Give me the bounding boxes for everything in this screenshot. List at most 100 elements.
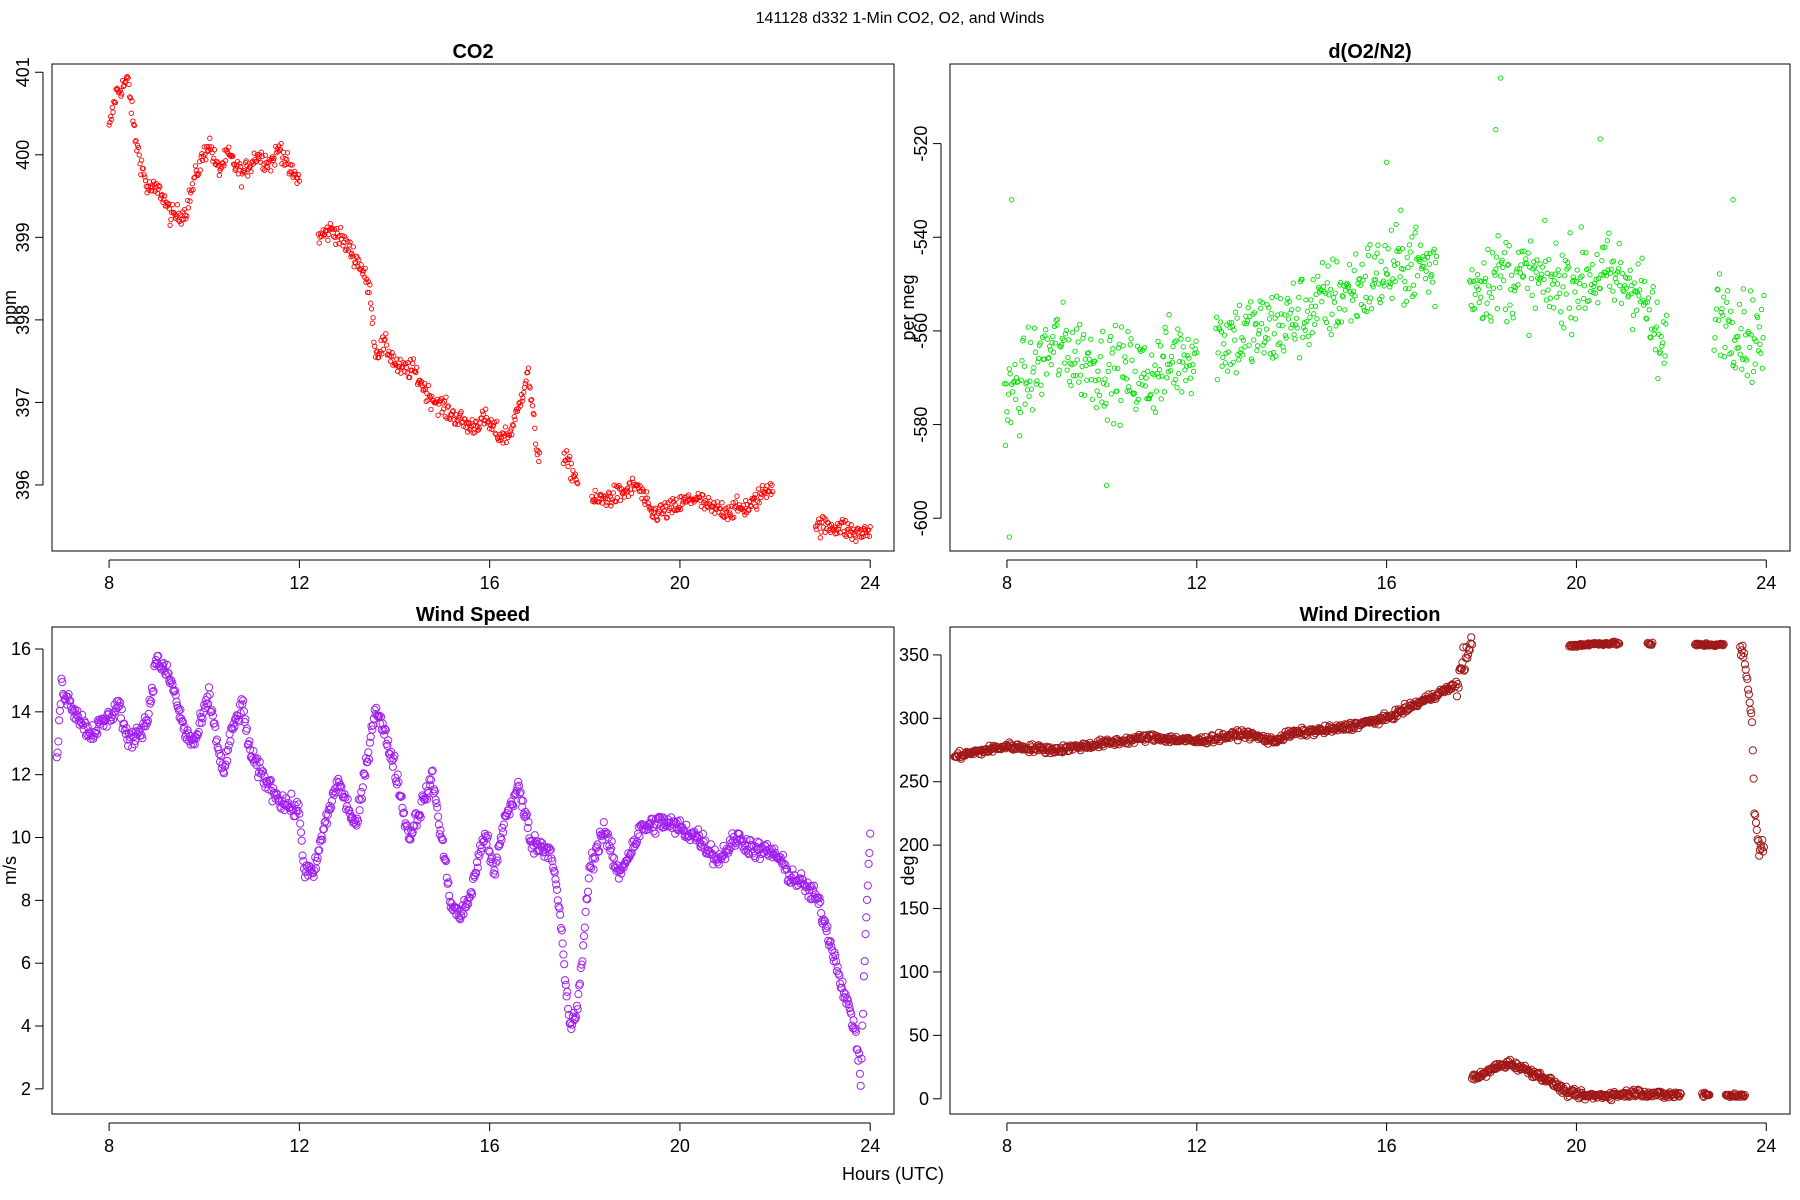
- data-point: [1092, 377, 1099, 384]
- data-point: [843, 996, 853, 1005]
- data-point: [1716, 271, 1723, 277]
- data-point: [1289, 322, 1296, 328]
- data-point: [1523, 260, 1530, 267]
- data-point: [248, 168, 254, 175]
- data-point: [1401, 302, 1407, 308]
- data-point: [1637, 287, 1643, 293]
- data-point: [1071, 360, 1077, 367]
- data-point: [192, 163, 199, 169]
- data-point: [114, 696, 123, 706]
- data-point: [472, 869, 481, 878]
- data-point: [645, 500, 651, 506]
- data-point: [1240, 352, 1246, 358]
- x-tick-label: 8: [1002, 1136, 1012, 1156]
- data-point: [1608, 266, 1614, 272]
- data-point: [333, 241, 339, 247]
- data-point: [109, 104, 115, 111]
- data-point: [1408, 261, 1414, 268]
- data-point: [1471, 306, 1478, 312]
- data-point: [1726, 318, 1732, 325]
- data-point: [1015, 378, 1021, 385]
- data-point: [444, 415, 450, 421]
- data-point: [490, 422, 497, 428]
- data-point: [66, 702, 76, 711]
- data-point: [819, 915, 828, 924]
- data-point: [867, 524, 873, 530]
- data-point: [1497, 273, 1504, 279]
- data-point: [233, 166, 239, 172]
- data-point: [1663, 321, 1669, 327]
- data-point: [585, 863, 594, 872]
- data-point: [1485, 283, 1492, 289]
- data-point: [612, 866, 621, 876]
- data-point: [356, 257, 362, 263]
- data-point: [670, 495, 676, 502]
- data-point: [724, 516, 731, 523]
- data-point: [130, 740, 139, 749]
- data-point: [736, 834, 746, 843]
- wind-speed-plot-frame: [51, 626, 895, 1115]
- data-point: [1630, 312, 1637, 318]
- wind-speed-title: Wind Speed: [416, 604, 530, 626]
- data-point: [536, 458, 542, 465]
- data-point: [719, 500, 725, 506]
- data-point: [1500, 264, 1506, 271]
- data-point: [1112, 739, 1121, 748]
- data-point: [222, 158, 229, 164]
- data-point: [406, 835, 415, 844]
- data-point: [1389, 295, 1395, 301]
- data-point: [261, 167, 268, 173]
- data-point: [1623, 285, 1629, 291]
- data-point: [295, 809, 304, 818]
- data-point: [1292, 336, 1298, 342]
- data-point: [1508, 272, 1515, 278]
- data-point: [1557, 290, 1563, 296]
- data-point: [1076, 379, 1082, 385]
- data-point: [1277, 295, 1284, 302]
- data-point: [1031, 325, 1038, 331]
- data-point: [1624, 275, 1630, 281]
- data-point: [566, 456, 572, 462]
- y-tick-label: 12: [11, 765, 31, 785]
- data-point: [1088, 336, 1094, 342]
- data-point: [1378, 258, 1384, 265]
- data-point: [1553, 1082, 1562, 1091]
- data-point: [176, 705, 185, 714]
- data-point: [1046, 355, 1052, 361]
- data-point: [1003, 381, 1009, 387]
- data-point: [1277, 340, 1283, 346]
- data-point: [370, 705, 379, 714]
- data-point: [428, 406, 434, 413]
- data-point: [1132, 368, 1138, 374]
- data-point: [194, 727, 203, 737]
- data-point: [1495, 233, 1501, 239]
- data-point: [444, 878, 453, 887]
- data-point: [1364, 308, 1370, 315]
- data-point: [1069, 329, 1076, 336]
- data-point: [1354, 313, 1360, 320]
- data-point: [54, 737, 63, 746]
- data-point: [1289, 306, 1295, 313]
- x-tick-label: 8: [1002, 573, 1012, 593]
- data-point: [1595, 300, 1601, 306]
- data-point: [1269, 294, 1275, 301]
- data-point: [1407, 249, 1413, 255]
- data-point: [529, 396, 535, 403]
- data-point: [643, 489, 650, 495]
- data-point: [1577, 274, 1584, 281]
- o2-plot-frame: [949, 63, 1791, 552]
- data-point: [1379, 293, 1385, 300]
- data-point: [1402, 278, 1408, 285]
- data-point: [161, 193, 168, 199]
- data-point: [819, 519, 825, 526]
- data-point: [1217, 319, 1224, 325]
- data-point: [1084, 350, 1091, 356]
- data-point: [1168, 353, 1175, 360]
- data-point: [1553, 240, 1559, 246]
- data-point: [174, 202, 180, 208]
- data-point: [673, 496, 679, 502]
- data-point: [1187, 375, 1194, 381]
- data-point: [1120, 343, 1126, 349]
- data-point: [1737, 351, 1743, 357]
- data-point: [1467, 279, 1474, 285]
